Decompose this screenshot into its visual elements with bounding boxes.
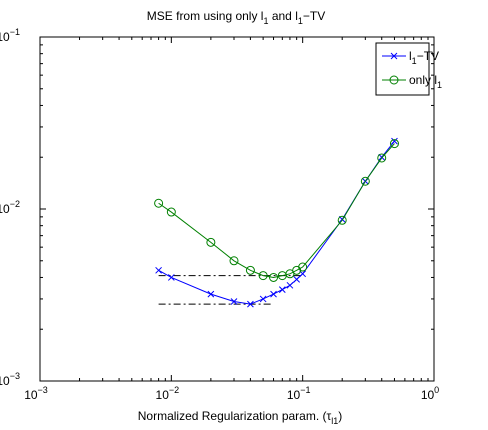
y-tick-label: 10−1 bbox=[0, 27, 20, 44]
data-point bbox=[389, 139, 399, 149]
data-point bbox=[390, 52, 398, 60]
x-tick-label: 10−3 bbox=[24, 385, 48, 402]
data-point bbox=[155, 266, 162, 274]
data-point bbox=[298, 262, 308, 272]
data-point bbox=[259, 295, 267, 303]
data-point bbox=[293, 275, 301, 283]
data-point bbox=[278, 286, 286, 293]
chart-title: MSE from using only l1 and l1−TV bbox=[147, 9, 325, 26]
y-tick-label: 10−2 bbox=[0, 199, 20, 216]
series-line bbox=[158, 143, 395, 278]
series-only-l1 bbox=[154, 139, 399, 282]
data-point bbox=[229, 256, 239, 266]
legend-item: l1−TV bbox=[382, 49, 439, 66]
data-point bbox=[230, 298, 238, 305]
data-point bbox=[245, 265, 255, 275]
axis-ticks: 10−3 10−2 10−1 100 10−3 10−2 10−1 bbox=[0, 27, 439, 402]
data-point bbox=[207, 290, 215, 298]
data-point bbox=[258, 271, 268, 281]
x-axis-label: Normalized Regularization param. (τl1) bbox=[138, 409, 343, 426]
data-point bbox=[270, 290, 277, 298]
data-point bbox=[269, 272, 279, 282]
legend-label: only l1 bbox=[409, 73, 442, 90]
data-point bbox=[286, 281, 294, 289]
data-point bbox=[166, 207, 176, 217]
legend-box bbox=[375, 42, 430, 96]
legend-label: l1−TV bbox=[409, 49, 439, 66]
data-point bbox=[167, 274, 175, 281]
series-layer bbox=[154, 137, 399, 308]
x-tick-label: 100 bbox=[421, 385, 439, 402]
legend: l1−TV only l1 bbox=[375, 42, 442, 96]
data-point bbox=[337, 215, 347, 225]
data-point bbox=[247, 300, 254, 308]
legend-item: only l1 bbox=[382, 73, 442, 90]
plot-area bbox=[39, 36, 435, 382]
data-point bbox=[391, 137, 398, 145]
data-point bbox=[360, 176, 370, 186]
y-tick-label: 10−3 bbox=[0, 371, 20, 388]
data-point bbox=[377, 153, 387, 163]
x-tick-label: 10−2 bbox=[156, 385, 180, 402]
data-point bbox=[389, 75, 399, 85]
data-point bbox=[206, 237, 216, 247]
data-point bbox=[154, 198, 164, 208]
x-tick-label: 10−1 bbox=[287, 385, 311, 402]
